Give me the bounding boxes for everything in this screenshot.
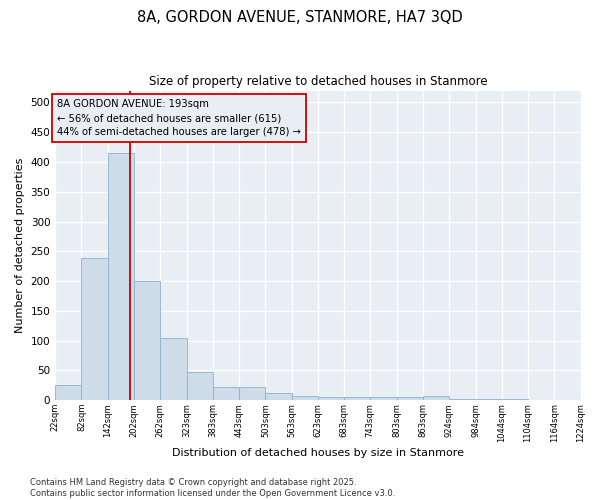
Bar xyxy=(502,399,528,400)
Bar xyxy=(82,258,107,400)
Text: 8A GORDON AVENUE: 193sqm
← 56% of detached houses are smaller (615)
44% of semi-: 8A GORDON AVENUE: 193sqm ← 56% of detach… xyxy=(57,100,301,138)
Bar xyxy=(449,399,476,400)
Bar xyxy=(397,397,423,400)
Y-axis label: Number of detached properties: Number of detached properties xyxy=(15,158,25,333)
X-axis label: Distribution of detached houses by size in Stanmore: Distribution of detached houses by size … xyxy=(172,448,464,458)
Text: Contains HM Land Registry data © Crown copyright and database right 2025.
Contai: Contains HM Land Registry data © Crown c… xyxy=(30,478,395,498)
Bar xyxy=(344,397,370,400)
Text: 8A, GORDON AVENUE, STANMORE, HA7 3QD: 8A, GORDON AVENUE, STANMORE, HA7 3QD xyxy=(137,10,463,25)
Bar xyxy=(134,281,160,400)
Bar xyxy=(476,399,502,400)
Title: Size of property relative to detached houses in Stanmore: Size of property relative to detached ho… xyxy=(149,75,487,88)
Bar xyxy=(581,398,600,400)
Bar xyxy=(160,338,187,400)
Bar xyxy=(370,397,397,400)
Bar xyxy=(187,372,213,400)
Bar xyxy=(265,393,292,400)
Bar xyxy=(292,396,318,400)
Bar xyxy=(55,386,82,400)
Bar xyxy=(239,387,265,400)
Bar xyxy=(213,387,239,400)
Bar xyxy=(423,396,449,400)
Bar xyxy=(107,153,134,400)
Bar xyxy=(318,397,344,400)
